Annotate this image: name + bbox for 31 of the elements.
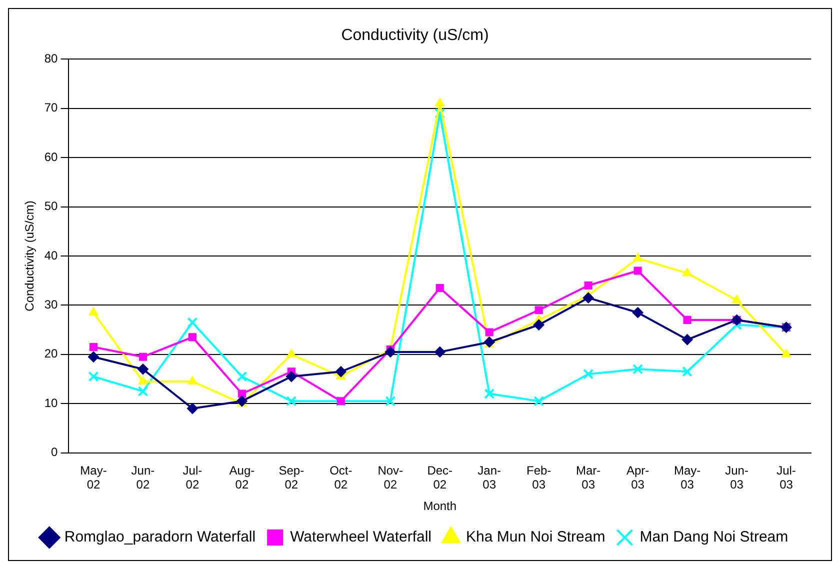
x-tick-label: Mar-03 [576,463,601,492]
x-tick-label: Jun-03 [725,463,748,492]
x-tick-label: Apr-03 [626,463,650,492]
y-tick-label: 50 [44,199,58,214]
y-tick-label: 30 [44,298,58,312]
x-tick-label: Jul-03 [776,463,796,492]
x-tick-label: Nov-02 [378,463,404,492]
y-tick-label: 40 [44,248,58,262]
legend-label: Romglao_paradorn Waterfall [64,528,256,546]
x-tick-label: Sep-02 [278,463,304,492]
y-tick-label: 10 [44,396,58,410]
x-tick-label: Dec-02 [427,463,453,492]
y-tick-label: 60 [44,150,58,164]
x-tick-label: Jul-02 [182,463,202,492]
legend-label: Man Dang Noi Stream [640,528,788,546]
y-tick-label: 80 [44,52,58,66]
x-tick-label: Oct-02 [330,463,352,492]
x-tick-label: Feb-03 [526,463,552,492]
chart-title: Conductivity (uS/cm) [341,27,489,44]
y-tick-label: 70 [44,100,58,115]
legend-label: Waterwheel Waterfall [290,528,432,546]
x-tick-label: May-02 [80,463,107,492]
x-tick-label: Jun-02 [131,463,155,492]
x-axis-title: Month [423,499,457,514]
x-tick-label: May-03 [674,463,701,492]
y-tick-label: 0 [51,445,58,460]
y-axis-title: Conductivity (uS/cm) [22,200,37,312]
legend-label: Kha Mun Noi Stream [466,528,606,546]
x-tick-label: Jan-03 [478,463,502,492]
x-tick-label: Aug-02 [229,463,255,492]
y-tick-label: 20 [44,346,58,361]
